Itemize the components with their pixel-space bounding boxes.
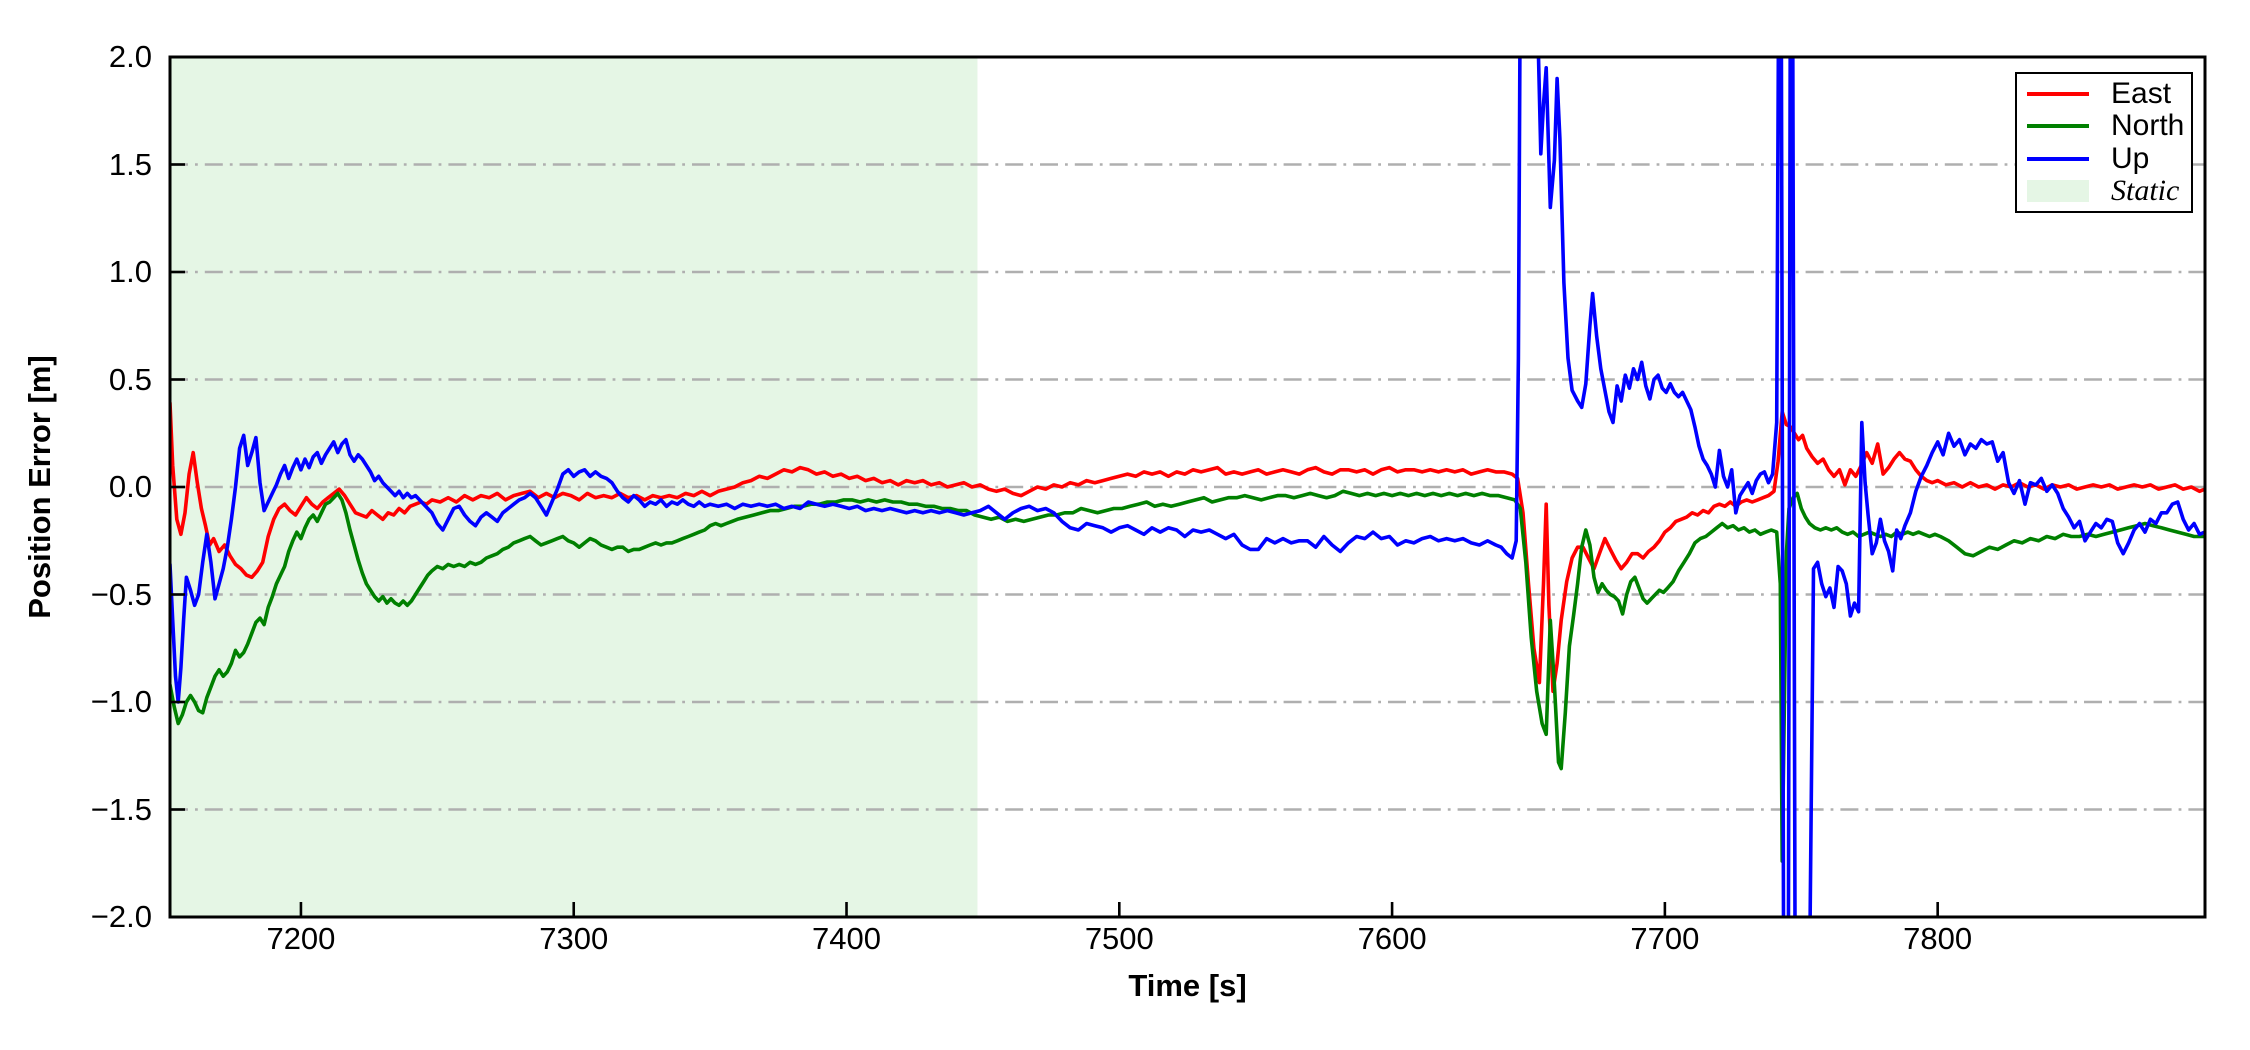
legend-label-static: Static — [2111, 173, 2180, 207]
legend-label-east: East — [2111, 77, 2172, 111]
y-tick-label: −1.5 — [90, 791, 152, 827]
x-tick-label: 7200 — [266, 921, 336, 956]
legend-item-static: Static — [2027, 175, 2191, 207]
north-line-swatch — [2027, 124, 2089, 129]
east-line-swatch — [2027, 92, 2089, 97]
y-tick-label: 0.5 — [108, 361, 152, 397]
series-line-up — [170, 57, 2205, 917]
y-tick-label: −0.5 — [90, 576, 152, 612]
x-tick-label: 7800 — [1903, 921, 1973, 956]
x-tick-label: 7300 — [539, 921, 609, 956]
up-line-swatch — [2027, 156, 2089, 161]
y-tick-label: 2.0 — [108, 39, 152, 74]
y-tick-label: −1.0 — [90, 684, 152, 719]
x-tick-label: 7600 — [1357, 921, 1427, 956]
legend-item-north: North — [2027, 110, 2191, 142]
y-axis-title: Position Error [m] — [22, 355, 57, 619]
x-tick-label: 7400 — [812, 921, 881, 956]
legend-item-up: Up — [2027, 143, 2191, 175]
static-region-swatch — [2027, 179, 2089, 202]
plot-border — [168, 55, 2207, 919]
y-tick-label: −2.0 — [90, 899, 152, 934]
x-tick-label: 7700 — [1630, 921, 1700, 956]
legend-label-up: Up — [2111, 141, 2150, 175]
legend: East North Up Static — [2015, 72, 2193, 213]
x-axis-title: Time [s] — [1128, 968, 1247, 1003]
y-tick-label: 0.0 — [108, 469, 152, 504]
y-tick-label: 1.5 — [108, 146, 152, 182]
legend-label-north: North — [2111, 109, 2185, 143]
x-tick-label: 7500 — [1084, 921, 1154, 956]
legend-item-east: East — [2027, 78, 2191, 110]
series-line-north — [170, 489, 2205, 863]
y-tick-label: 1.0 — [108, 254, 152, 289]
